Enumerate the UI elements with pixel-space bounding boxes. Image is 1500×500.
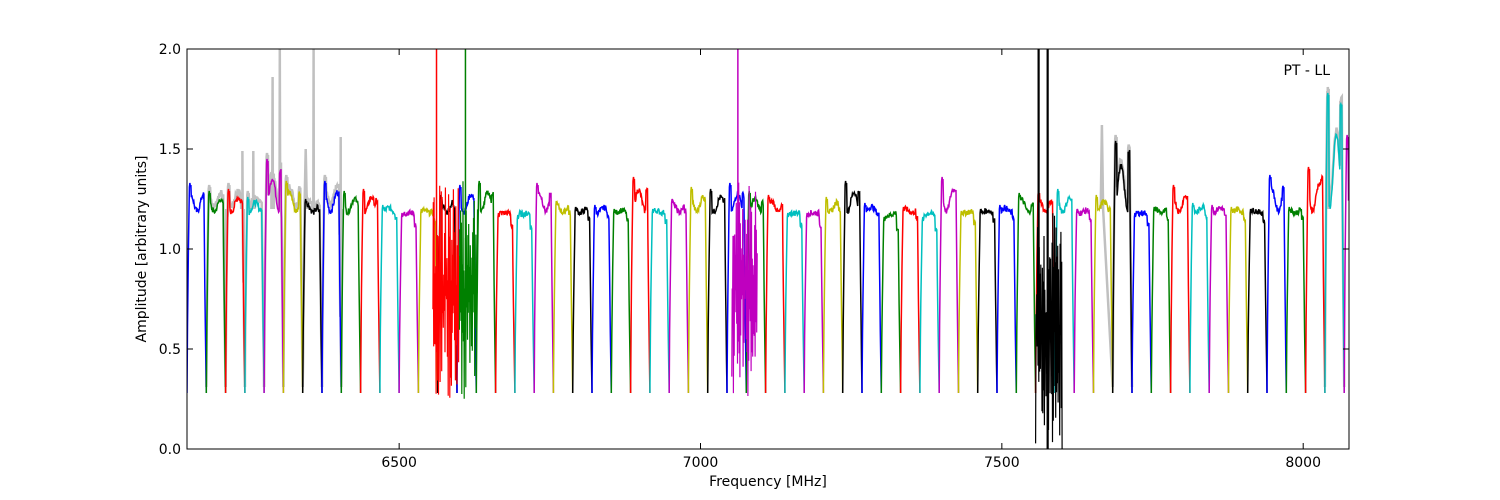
band-series-33 [822,196,844,394]
band-series-40 [957,209,979,394]
band-series-42 [996,204,1018,394]
x-tick-label: 7000 [683,455,719,471]
band-series-15 [475,180,497,394]
x-tick-label: 6500 [381,455,417,471]
band-series-26 [687,186,709,394]
band-series-39 [938,176,960,394]
band-series-53 [1208,204,1230,394]
band-series-20 [571,206,593,394]
noisy-region-0 [432,185,460,398]
band-series-46 [1073,207,1095,394]
band-series-8 [340,190,362,394]
raw-spectrum-band-3 [243,150,266,388]
y-tick-label: 2.0 [159,42,181,58]
band-series-43 [1015,192,1037,394]
band-series-25 [668,198,690,394]
y-tick-label: 1.5 [159,142,181,158]
band-series-47 [1092,194,1114,394]
band-series-27 [706,188,728,394]
band-series-56 [1266,174,1288,394]
band-series-32 [803,208,825,394]
band-series-16 [494,208,516,394]
y-tick-label: 0.0 [159,442,181,458]
band-series-55 [1246,207,1268,394]
band-series-37 [899,204,921,394]
band-series-38 [919,208,940,394]
raw-spectrum-band-4 [262,49,285,388]
band-series-59 [1324,92,1345,394]
band-series-30 [764,194,786,394]
band-series-50 [1150,206,1172,394]
band-series-11 [398,208,420,394]
band-series-49 [1131,210,1153,394]
panel-annotation: PT - LL [1283,63,1330,79]
band-series-6 [301,198,323,394]
band-series-18 [533,182,555,394]
raw-spectrum-band-6 [301,49,324,388]
band-series-3 [244,196,265,394]
band-series-24 [649,207,670,394]
band-series-35 [861,202,883,394]
x-tick-label: 8000 [1285,455,1321,471]
band-series-54 [1227,205,1249,394]
x-axis-label: Frequency [MHz] [709,474,827,490]
band-series-31 [784,208,805,394]
band-series-19 [552,200,574,394]
band-series-17 [514,208,535,394]
rfi-line-layer [435,49,1049,449]
band-series-34 [841,180,863,394]
band-series-22 [610,206,632,394]
tick-layer: 6500 7000 7500 8000 0.0 0.5 1.0 1.5 2.0 [159,42,1349,471]
band-series-36 [880,210,902,394]
y-tick-label: 0.5 [159,342,181,358]
band-series-45 [1054,188,1075,394]
band-series-23 [629,176,651,394]
band-series-9 [359,188,381,394]
noisy-region-3 [1035,213,1063,449]
band-series-41 [976,208,998,394]
noisy-region-2 [731,182,758,397]
y-axis-label: Amplitude [arbitrary units] [134,156,150,343]
band-series-51 [1169,184,1191,394]
band-series-4 [263,158,285,394]
raw-spectrum-band-2 [224,150,247,388]
noisy-region-1 [458,181,479,399]
band-series-60 [1343,134,1349,394]
band-series-10 [379,203,400,394]
band-series-58 [1304,166,1326,394]
band-series-2 [224,188,246,394]
x-tick-label: 7500 [984,455,1020,471]
band-series-48 [1111,140,1133,394]
band-series-52 [1189,201,1210,394]
band-series-28 [726,182,748,394]
band-series-layer [187,92,1349,449]
band-series-0 [187,182,208,394]
band-series-1 [205,190,227,394]
band-series-14 [456,184,478,394]
y-tick-label: 1.0 [159,242,181,258]
band-series-5 [282,180,304,394]
band-series-57 [1285,206,1307,394]
band-series-7 [321,180,343,394]
band-series-21 [591,204,613,394]
